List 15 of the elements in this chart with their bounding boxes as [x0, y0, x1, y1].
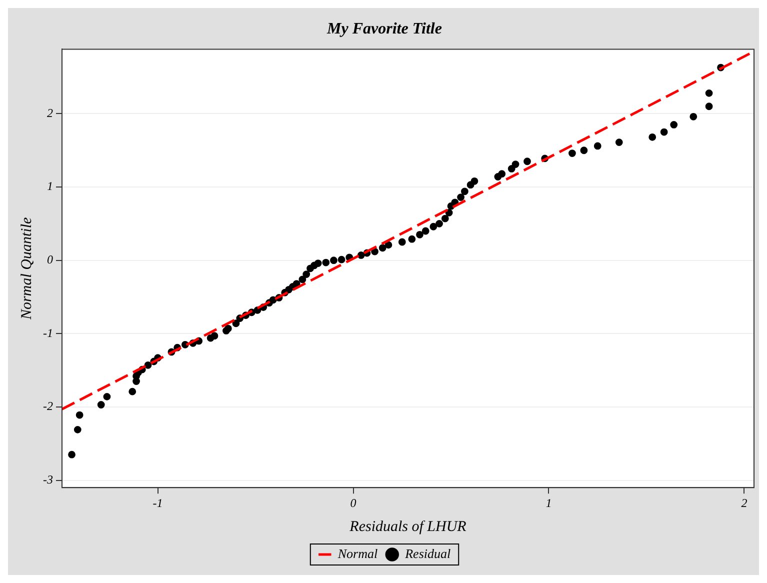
x-axis-title: Residuals of LHUR	[348, 518, 466, 535]
y-tick-label: 1	[46, 179, 53, 194]
y-axis-title: Normal Quantile	[18, 217, 35, 320]
y-tick-label: -1	[42, 326, 53, 340]
y-tick-label: -3	[42, 472, 53, 486]
x-tick-label: 0	[350, 496, 356, 510]
legend-label: Residual	[404, 546, 451, 561]
x-tick-label: 2	[741, 496, 748, 510]
y-tick-label: -2	[42, 399, 53, 414]
y-tick-label: 2	[46, 106, 53, 120]
x-tick-label: 1	[546, 496, 552, 510]
chart-title: My Favorite Title	[326, 20, 442, 38]
legend-label: Normal	[336, 546, 378, 561]
x-tick-label: -1	[152, 496, 163, 510]
y-tick-label: 0	[46, 252, 53, 266]
